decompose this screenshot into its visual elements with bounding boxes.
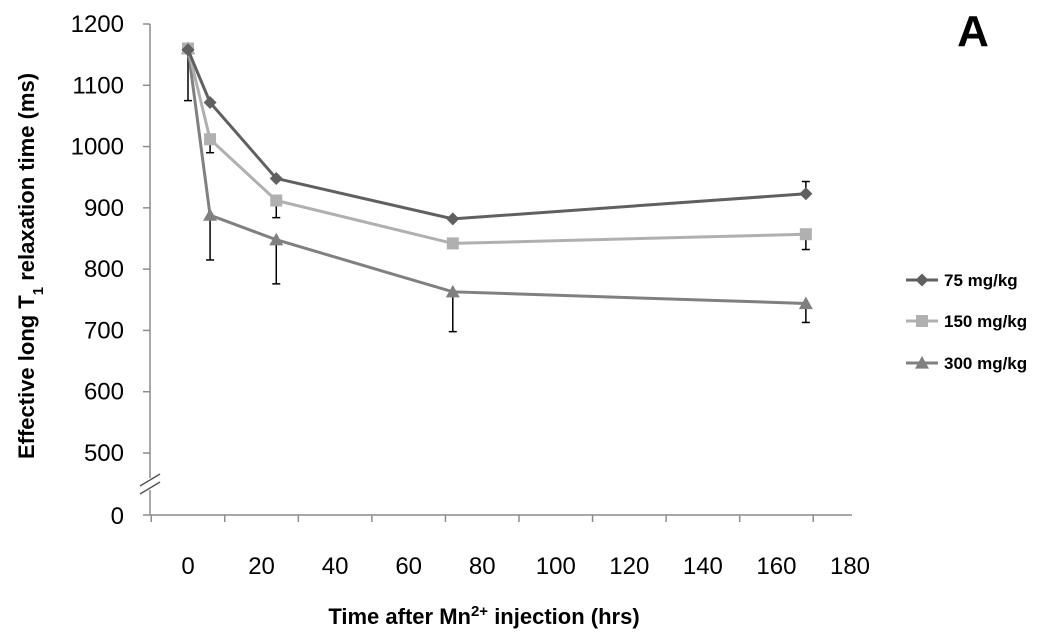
y-axis-break-mark — [139, 481, 161, 495]
y-tick-label: 1200 — [71, 11, 124, 38]
data-point — [446, 237, 459, 250]
y-tick-label: 1100 — [72, 72, 124, 99]
y-tick-label: 0 — [111, 503, 124, 530]
legend-label: 300 mg/kg — [944, 354, 1027, 373]
axes — [139, 23, 852, 522]
y-axis-break-mark — [139, 473, 161, 487]
data-point — [269, 232, 284, 246]
data-point — [181, 43, 195, 57]
series-300-mg-kg — [181, 41, 813, 333]
y-tick-label: 800 — [84, 256, 124, 283]
legend: 75 mg/kg 150 mg/kg 300 mg/kg — [906, 271, 1027, 373]
data-point — [799, 228, 812, 241]
y-tick-label: 1000 — [71, 134, 124, 161]
x-axis-title: Time after Mn2+ injection (hrs) — [328, 603, 639, 630]
y-tick-label: 500 — [84, 440, 124, 467]
x-tick-label: 120 — [609, 553, 649, 580]
data-point — [203, 208, 218, 221]
x-tick-label: 160 — [756, 553, 796, 580]
legend-marker — [916, 315, 928, 327]
labels: 500 600 700 800 900 1000 1100 1200 0 0 20 40 60 80 100… — [14, 7, 989, 629]
legend-item-75-mg-kg: 75 mg/kg — [906, 271, 1018, 290]
legend-label: 75 mg/kg — [944, 271, 1018, 290]
data-point — [446, 212, 460, 226]
legend-marker — [915, 356, 929, 369]
data-point — [270, 194, 283, 207]
data-point — [204, 133, 217, 146]
x-tick-label: 100 — [536, 553, 576, 580]
legend-marker — [915, 273, 929, 287]
data-point — [445, 284, 460, 298]
series-line — [186, 48, 806, 305]
series-line — [186, 49, 806, 221]
y-tick-label: 700 — [84, 317, 124, 344]
legend-item-150-mg-kg: 150 mg/kg — [906, 312, 1027, 331]
y-axis-title: Effective long T1 relaxation time (ms) — [14, 73, 47, 459]
y-tick-label: 900 — [84, 195, 124, 222]
series-group — [181, 41, 813, 333]
x-tick-label: 40 — [322, 553, 349, 580]
x-tick-label: 60 — [395, 553, 422, 580]
x-tick-label: 20 — [248, 553, 275, 580]
x-tick-label: 80 — [469, 553, 496, 580]
data-point — [798, 296, 813, 310]
x-tick-label: 140 — [683, 553, 723, 580]
panel-label: A — [957, 7, 989, 56]
data-point — [269, 171, 283, 185]
y-tick-label: 600 — [84, 379, 124, 406]
legend-label: 150 mg/kg — [944, 312, 1027, 331]
series-75-mg-kg — [181, 43, 813, 226]
series-150-mg-kg — [182, 42, 812, 251]
data-point — [203, 95, 217, 109]
x-tick-label: 0 — [181, 553, 194, 580]
legend-item-300-mg-kg: 300 mg/kg — [906, 354, 1027, 373]
series-line — [186, 48, 806, 245]
x-tick-label: 180 — [830, 553, 870, 580]
data-point — [799, 187, 813, 201]
